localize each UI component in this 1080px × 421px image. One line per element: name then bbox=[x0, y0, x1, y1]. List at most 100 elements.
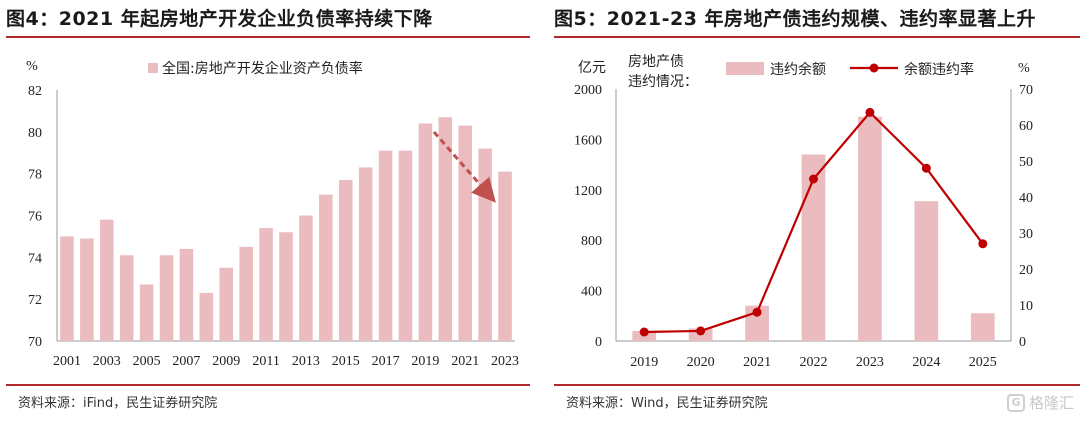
rate-point-2019 bbox=[639, 327, 649, 337]
bar-2015 bbox=[338, 179, 353, 341]
bar-2006 bbox=[159, 255, 174, 341]
left-y-tick-label: 1200 bbox=[574, 184, 602, 199]
x-tick-label: 2021 bbox=[743, 355, 771, 370]
inset-label-line1: 房地产债 bbox=[628, 54, 684, 70]
right-y-tick-label: 70 bbox=[1019, 83, 1033, 98]
right-y-tick-label: 50 bbox=[1019, 155, 1033, 170]
right-axis-unit-label: % bbox=[1018, 61, 1030, 76]
left-y-tick-label: 800 bbox=[581, 234, 602, 249]
x-tick-label: 2019 bbox=[411, 354, 439, 369]
x-tick-label: 2020 bbox=[687, 355, 715, 370]
right-y-tick-label: 40 bbox=[1019, 191, 1033, 206]
legend-line-label: 余额违约率 bbox=[904, 61, 974, 78]
y-tick-label: 74 bbox=[28, 251, 42, 266]
bar-2016 bbox=[358, 167, 373, 341]
x-tick-label: 2019 bbox=[630, 355, 658, 370]
bar-2024 bbox=[914, 201, 939, 341]
left-source-rule bbox=[6, 384, 530, 386]
rate-point-2020 bbox=[696, 326, 706, 336]
right-chart: 亿元 % 0 400 800 1200 1600 2000 0 10 20 30 40 50 60 70 201… bbox=[574, 54, 1033, 370]
bar-2020 bbox=[438, 117, 453, 341]
left-source-note: 资料来源：iFind，民生证券研究院 bbox=[18, 396, 218, 411]
right-figure-title: 图5：2021-23 年房地产债违约规模、违约率显著上升 bbox=[554, 8, 1037, 30]
left-chart: % 70 72 74 76 78 80 82 2001 2003 2005 2007 2009 2011 2… bbox=[26, 59, 519, 369]
bar-2012 bbox=[279, 232, 293, 341]
y-tick-label: 70 bbox=[28, 335, 42, 350]
legend-label: 全国:房地产开发企业资产负债率 bbox=[162, 60, 363, 77]
left-y-tick-label: 0 bbox=[595, 335, 602, 350]
x-tick-label: 2003 bbox=[93, 354, 121, 369]
bar-2022 bbox=[801, 154, 826, 341]
y-tick-label: 82 bbox=[28, 84, 42, 99]
bar-2023 bbox=[858, 116, 882, 341]
x-tick-label: 2001 bbox=[53, 354, 81, 369]
x-tick-label: 2015 bbox=[332, 354, 360, 369]
right-figure-panel: 图5：2021-23 年房地产债违约规模、违约率显著上升 亿元% 0 400 800 1… bbox=[548, 0, 1080, 421]
x-tick-label: 2007 bbox=[172, 354, 200, 369]
y-axis-unit-label: % bbox=[26, 59, 38, 74]
bar-2013 bbox=[299, 215, 313, 341]
left-y-tick-label: 1600 bbox=[574, 133, 602, 148]
right-source-note: 资料来源：Wind，民生证券研究院 bbox=[566, 396, 768, 411]
right-y-tick-label: 10 bbox=[1019, 299, 1033, 314]
rate-point-2025 bbox=[978, 239, 988, 249]
bar-2011 bbox=[259, 228, 273, 341]
right-y-tick-label: 30 bbox=[1019, 227, 1033, 242]
bar-2010 bbox=[239, 246, 253, 341]
y-tick-label: 80 bbox=[28, 126, 42, 141]
bar-2018 bbox=[398, 150, 413, 341]
right-y-tick-label: 60 bbox=[1019, 119, 1033, 134]
bar-2002 bbox=[80, 238, 94, 341]
left-y-tick-label: 2000 bbox=[574, 83, 602, 98]
y-tick-label: 78 bbox=[28, 168, 42, 183]
right-title-rule bbox=[554, 36, 1080, 38]
bar-2001 bbox=[60, 236, 74, 341]
bar-2014 bbox=[319, 194, 333, 341]
y-tick-label: 76 bbox=[28, 210, 42, 225]
x-tick-label: 2023 bbox=[856, 355, 884, 370]
x-tick-label: 2024 bbox=[912, 355, 940, 370]
y-tick-label: 72 bbox=[28, 293, 42, 308]
bar-2017 bbox=[378, 150, 393, 341]
bar-2025 bbox=[970, 313, 995, 341]
right-y-tick-label: 20 bbox=[1019, 263, 1033, 278]
left-figure-title: 图4：2021 年起房地产开发企业负债率持续下降 bbox=[6, 8, 433, 30]
watermark-logo-icon: G bbox=[1006, 393, 1025, 412]
rate-point-2023 bbox=[865, 107, 875, 117]
watermark-text: 格隆汇 bbox=[1028, 394, 1074, 412]
bar-2023 bbox=[498, 171, 512, 341]
left-y-tick-label: 400 bbox=[581, 285, 602, 300]
x-tick-label: 2021 bbox=[451, 354, 479, 369]
x-tick-label: 2013 bbox=[292, 354, 320, 369]
bar-2022 bbox=[478, 148, 492, 341]
x-tick-label: 2009 bbox=[212, 354, 240, 369]
rate-point-2024 bbox=[921, 163, 931, 173]
bar-2021 bbox=[458, 125, 472, 341]
legend-bar-label: 违约余额 bbox=[770, 61, 826, 78]
bar-2007 bbox=[179, 248, 194, 341]
bar-2005 bbox=[139, 284, 154, 341]
inset-label-line2: 违约情况： bbox=[628, 74, 698, 90]
bar-2019 bbox=[418, 123, 433, 341]
legend-bar-swatch bbox=[726, 62, 764, 75]
legend-line-marker bbox=[869, 63, 879, 73]
rate-point-2022 bbox=[809, 174, 818, 184]
x-tick-label: 2017 bbox=[372, 354, 400, 369]
x-tick-label: 2005 bbox=[133, 354, 161, 369]
left-title-rule bbox=[6, 36, 530, 38]
x-tick-label: 2022 bbox=[800, 355, 828, 370]
watermark: G 格隆汇 bbox=[1006, 392, 1074, 413]
trend-arrow bbox=[432, 131, 496, 203]
bar-2003 bbox=[100, 219, 114, 341]
x-tick-label: 2025 bbox=[969, 355, 997, 370]
x-tick-label: 2011 bbox=[252, 354, 279, 369]
bar-2008 bbox=[199, 292, 214, 341]
bar-2004 bbox=[119, 255, 134, 341]
x-tick-label: 2023 bbox=[491, 354, 519, 369]
right-y-tick-label: 0 bbox=[1019, 335, 1026, 350]
legend-swatch bbox=[148, 63, 158, 73]
bar-2009 bbox=[219, 267, 234, 341]
rate-point-2021 bbox=[752, 307, 762, 317]
left-axis-unit-label: 亿元 bbox=[578, 60, 606, 76]
right-source-rule bbox=[554, 384, 1080, 386]
